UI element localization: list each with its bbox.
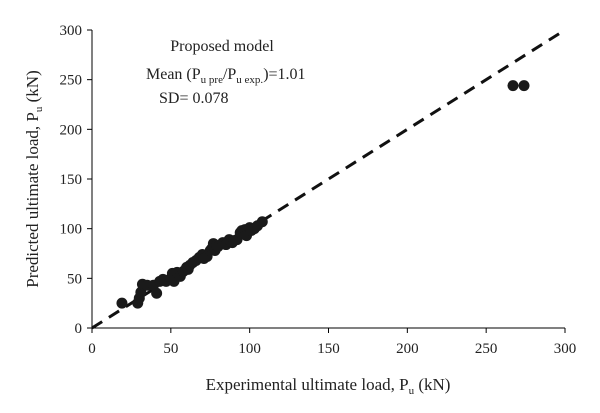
y-axis-title-main: Predicted ultimate load, P [23, 112, 42, 288]
annotation-mean-suffix: )=1.01 [263, 66, 305, 83]
y-axis-title-sub: u [33, 106, 45, 112]
y-tick-label: 250 [60, 73, 83, 89]
x-axis-title-main: Experimental ultimate load, P [206, 375, 409, 394]
annotation-model-name: Proposed model [170, 38, 274, 55]
y-axis-title: Predicted ultimate load, Pu (kN) [23, 70, 45, 288]
x-ticks: 0 50 100 150 200 250 300 [88, 328, 576, 357]
x-tick-label: 150 [317, 341, 340, 357]
data-point [256, 216, 268, 228]
y-ticks: 0 50 100 150 200 250 300 [60, 23, 92, 337]
annotation-mean-mid: /P [223, 66, 236, 83]
y-tick-label: 50 [67, 271, 82, 287]
x-axis-title-unit: (kN) [414, 375, 450, 394]
annotation-mean-prefix: Mean (P [146, 66, 201, 83]
y-tick-label: 100 [60, 222, 83, 238]
y-axis-title-unit: (kN) [23, 70, 42, 106]
x-tick-label: 200 [396, 341, 419, 357]
annotation-mean-sub2: u exp. [236, 74, 263, 86]
data-point [518, 80, 530, 92]
y-tick-label: 300 [60, 23, 83, 39]
y-tick-label: 150 [60, 172, 83, 188]
annotation-sd: SD= 0.078 [159, 90, 228, 107]
x-tick-label: 50 [163, 341, 178, 357]
annotation-mean: Mean (Pu pre/Pu exp.)=1.01 [146, 66, 306, 86]
x-axis-title: Experimental ultimate load, Pu (kN) [206, 375, 451, 397]
x-axis-title-sub: u [409, 385, 415, 397]
data-point [151, 287, 163, 299]
data-point [507, 80, 519, 92]
x-tick-label: 300 [554, 341, 577, 357]
x-tick-label: 250 [475, 341, 498, 357]
x-tick-label: 0 [88, 341, 96, 357]
y-tick-label: 200 [60, 122, 83, 138]
data-points [116, 80, 530, 309]
annotation-mean-sub1: u pre [201, 74, 223, 86]
one-to-one-dashed-line [91, 28, 566, 330]
data-point [116, 297, 128, 309]
y-tick-label: 0 [75, 321, 83, 337]
x-tick-label: 100 [238, 341, 261, 357]
